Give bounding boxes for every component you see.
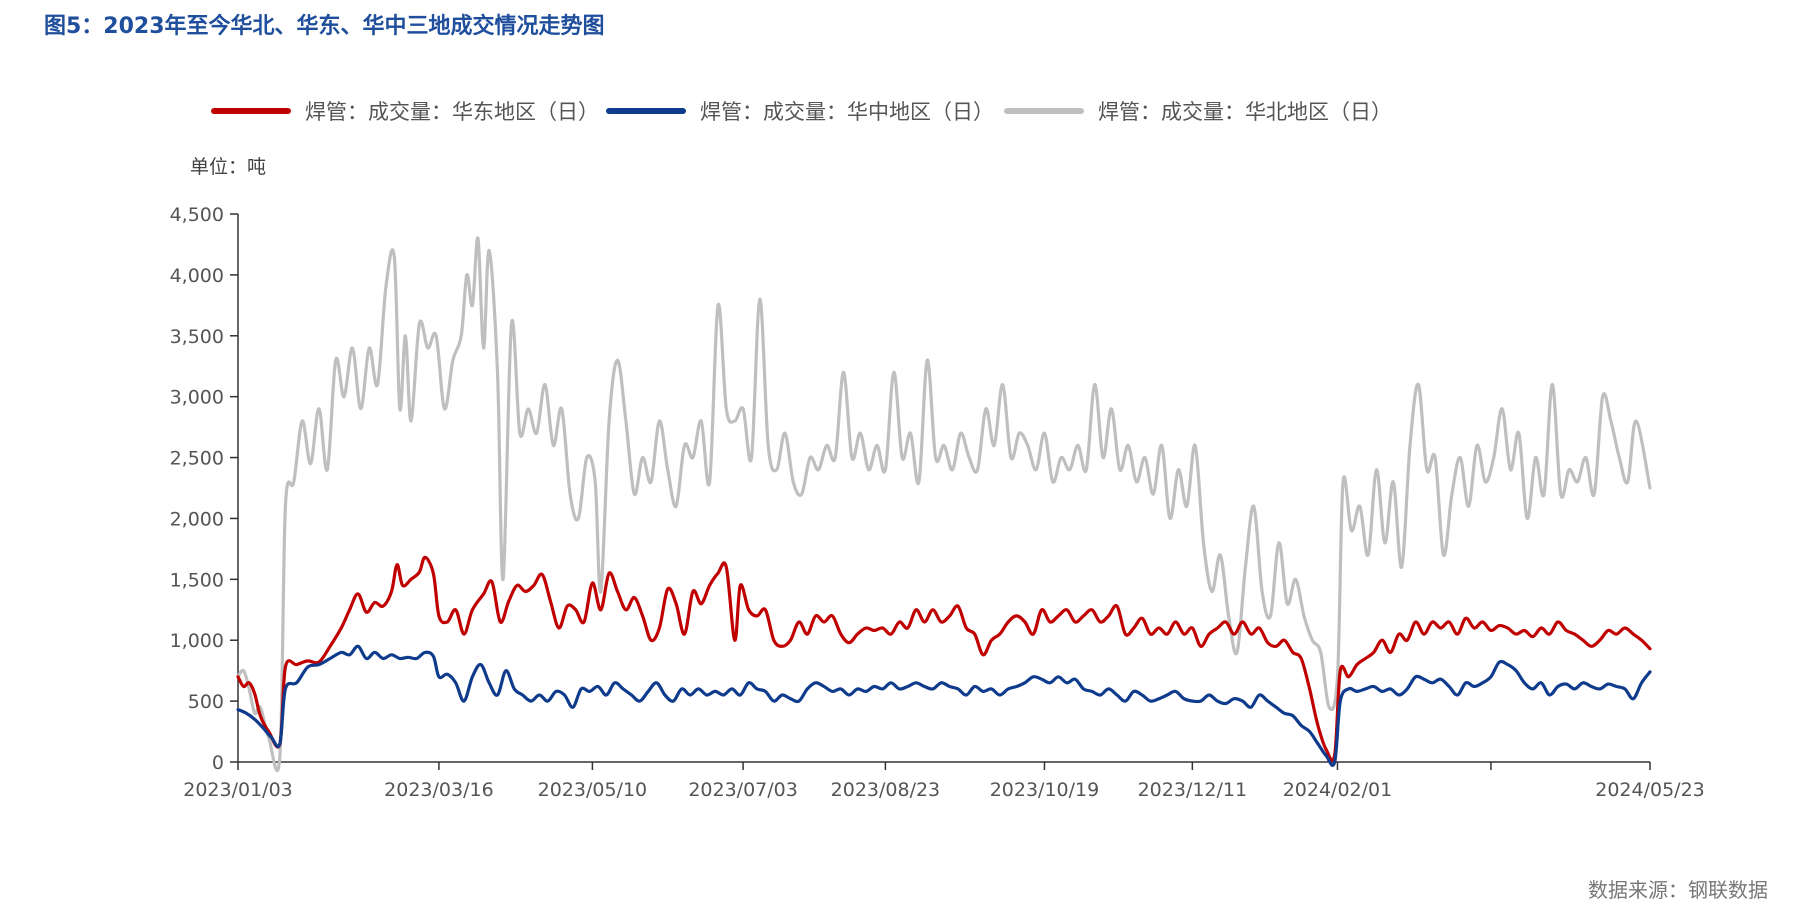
legend: 焊管：成交量：华东地区（日） 焊管：成交量：华中地区（日） 焊管：成交量：华北地… bbox=[0, 94, 1798, 128]
y-tick-label: 1,500 bbox=[170, 569, 224, 591]
series-line-east bbox=[236, 555, 1652, 762]
legend-label-east: 焊管：成交量：华东地区（日） bbox=[305, 100, 599, 124]
x-tick-label: 2023/01/03 bbox=[183, 779, 293, 801]
x-tick-label: 2023/07/03 bbox=[688, 779, 798, 801]
y-tick-label: 2,500 bbox=[170, 448, 224, 470]
legend-label-central: 焊管：成交量：华中地区（日） bbox=[700, 100, 994, 124]
y-tick-label: 1,000 bbox=[170, 630, 224, 652]
x-tick-label: 2023/05/10 bbox=[538, 779, 648, 801]
legend-swatch-north bbox=[1004, 108, 1084, 114]
chart-title: 图5：2023年至今华北、华东、华中三地成交情况走势图 bbox=[44, 14, 605, 39]
legend-swatch-east bbox=[211, 108, 291, 114]
series-line-central bbox=[236, 644, 1652, 767]
axes: 0 500 1,000 1,500 2,000 2,500 3,000 3,500 4,000 4… bbox=[170, 204, 1705, 801]
x-tick-label: 2023/03/16 bbox=[384, 779, 494, 801]
x-tick-label: 2024/02/01 bbox=[1283, 779, 1393, 801]
y-tick-label: 4,500 bbox=[170, 204, 224, 226]
source-note: 数据来源：钢联数据 bbox=[1588, 878, 1768, 902]
y-tick-label: 0 bbox=[212, 752, 224, 774]
series-layer bbox=[236, 236, 1652, 773]
legend-item-central[interactable]: 焊管：成交量：华中地区（日） bbox=[606, 94, 994, 128]
x-tick-label: 2024/05/23 bbox=[1595, 779, 1705, 801]
series-line-north bbox=[236, 236, 1652, 773]
legend-item-east[interactable]: 焊管：成交量：华东地区（日） bbox=[211, 94, 599, 128]
legend-swatch-central bbox=[606, 108, 686, 114]
x-tick-label: 2023/08/23 bbox=[831, 779, 941, 801]
legend-item-north[interactable]: 焊管：成交量：华北地区（日） bbox=[1004, 94, 1392, 128]
y-tick-label: 4,000 bbox=[170, 265, 224, 287]
legend-label-north: 焊管：成交量：华北地区（日） bbox=[1098, 100, 1392, 124]
y-tick-label: 500 bbox=[188, 691, 224, 713]
y-tick-label: 3,500 bbox=[170, 326, 224, 348]
unit-label: 单位：吨 bbox=[190, 156, 267, 178]
x-tick-label: 2023/10/19 bbox=[990, 779, 1100, 801]
y-tick-label: 2,000 bbox=[170, 508, 224, 530]
y-tick-label: 3,000 bbox=[170, 387, 224, 409]
x-tick-label: 2023/12/11 bbox=[1138, 779, 1248, 801]
